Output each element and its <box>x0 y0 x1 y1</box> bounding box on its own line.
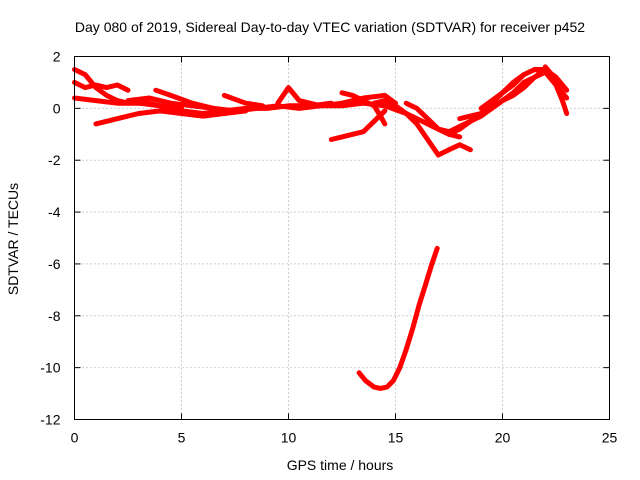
series-arc-17 <box>542 64 570 101</box>
chart-title: Day 080 of 2019, Sidereal Day-to-day VTE… <box>75 19 585 35</box>
y-tick-label: 0 <box>53 100 61 116</box>
x-tick-labels: 0 5 10 15 20 25 <box>71 430 618 446</box>
data-series <box>72 64 570 391</box>
x-tick-label: 20 <box>495 430 511 446</box>
plot-frame <box>74 56 610 420</box>
y-tick-label: -4 <box>48 204 61 220</box>
x-tick-label: 15 <box>388 430 404 446</box>
y-tick-labels: 2 0 -2 -4 -6 -8 -10 -12 <box>40 49 60 428</box>
series-arc-2 <box>72 79 131 93</box>
y-axis-title: SDTVAR / TECUs <box>5 183 21 295</box>
y-tick-label: -10 <box>40 360 60 376</box>
gridlines <box>74 56 610 420</box>
x-axis-title: GPS time / hours <box>287 457 394 473</box>
y-tick-label: -8 <box>48 308 61 324</box>
series-arc-4 <box>93 108 249 127</box>
x-tick-label: 0 <box>71 430 79 446</box>
series-arc-14 <box>457 67 548 122</box>
y-tick-label: -6 <box>48 256 61 272</box>
series-arc-11 <box>371 98 473 158</box>
x-tick-label: 10 <box>281 430 297 446</box>
x-tick-label: 5 <box>178 430 186 446</box>
series-arc-9 <box>328 108 388 142</box>
series-arc-13 <box>425 72 527 135</box>
x-tick-label: 25 <box>602 430 618 446</box>
y-tick-label: -2 <box>48 152 61 168</box>
series-arc-7 <box>221 92 266 109</box>
y-tick-label: 2 <box>53 49 61 65</box>
y-tick-label: -12 <box>40 412 60 428</box>
series-arc-10 <box>339 90 388 127</box>
axis-ticks <box>74 56 610 420</box>
series-arc-18 <box>356 245 440 391</box>
series-arc-6 <box>153 87 217 111</box>
